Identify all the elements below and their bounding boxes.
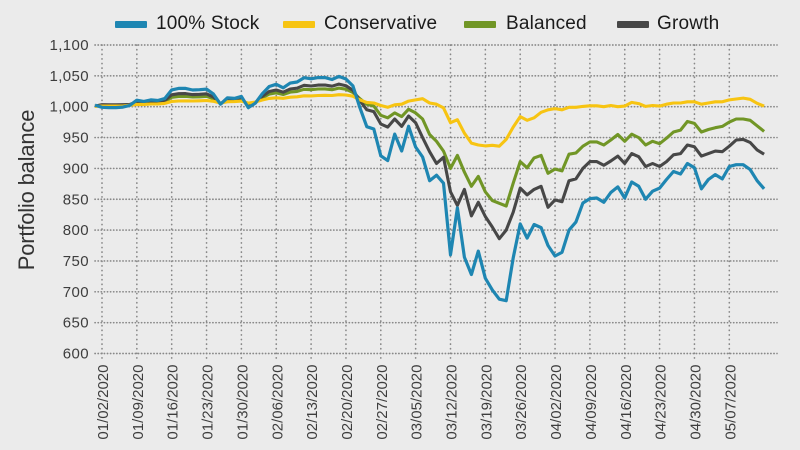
svg-text:02/13/2020: 02/13/2020 — [304, 365, 321, 440]
svg-text:03/12/2020: 03/12/2020 — [444, 365, 461, 440]
svg-text:01/16/2020: 01/16/2020 — [165, 365, 182, 440]
svg-text:1,050: 1,050 — [49, 68, 89, 85]
svg-text:02/20/2020: 02/20/2020 — [339, 365, 356, 440]
svg-text:03/05/2020: 03/05/2020 — [409, 365, 426, 440]
svg-text:04/23/2020: 04/23/2020 — [653, 365, 670, 440]
svg-text:02/06/2020: 02/06/2020 — [269, 365, 286, 440]
svg-text:02/27/2020: 02/27/2020 — [374, 365, 391, 440]
svg-text:01/02/2020: 01/02/2020 — [95, 365, 112, 440]
svg-text:05/07/2020: 05/07/2020 — [722, 365, 739, 440]
svg-text:04/02/2020: 04/02/2020 — [548, 365, 565, 440]
svg-text:700: 700 — [63, 284, 89, 301]
svg-text:04/09/2020: 04/09/2020 — [583, 365, 600, 440]
svg-text:01/09/2020: 01/09/2020 — [130, 365, 147, 440]
svg-text:600: 600 — [63, 346, 89, 363]
svg-text:01/23/2020: 01/23/2020 — [200, 365, 217, 440]
svg-text:750: 750 — [63, 253, 89, 270]
svg-text:01/30/2020: 01/30/2020 — [234, 365, 251, 440]
svg-text:04/30/2020: 04/30/2020 — [687, 365, 704, 440]
svg-text:03/19/2020: 03/19/2020 — [478, 365, 495, 440]
svg-text:850: 850 — [63, 191, 89, 208]
svg-text:03/26/2020: 03/26/2020 — [513, 365, 530, 440]
svg-text:650: 650 — [63, 315, 89, 332]
svg-text:900: 900 — [63, 160, 89, 177]
svg-text:1,100: 1,100 — [49, 37, 89, 54]
svg-text:800: 800 — [63, 222, 89, 239]
svg-text:950: 950 — [63, 130, 89, 147]
svg-text:1,000: 1,000 — [49, 99, 89, 116]
svg-text:04/16/2020: 04/16/2020 — [618, 365, 635, 440]
